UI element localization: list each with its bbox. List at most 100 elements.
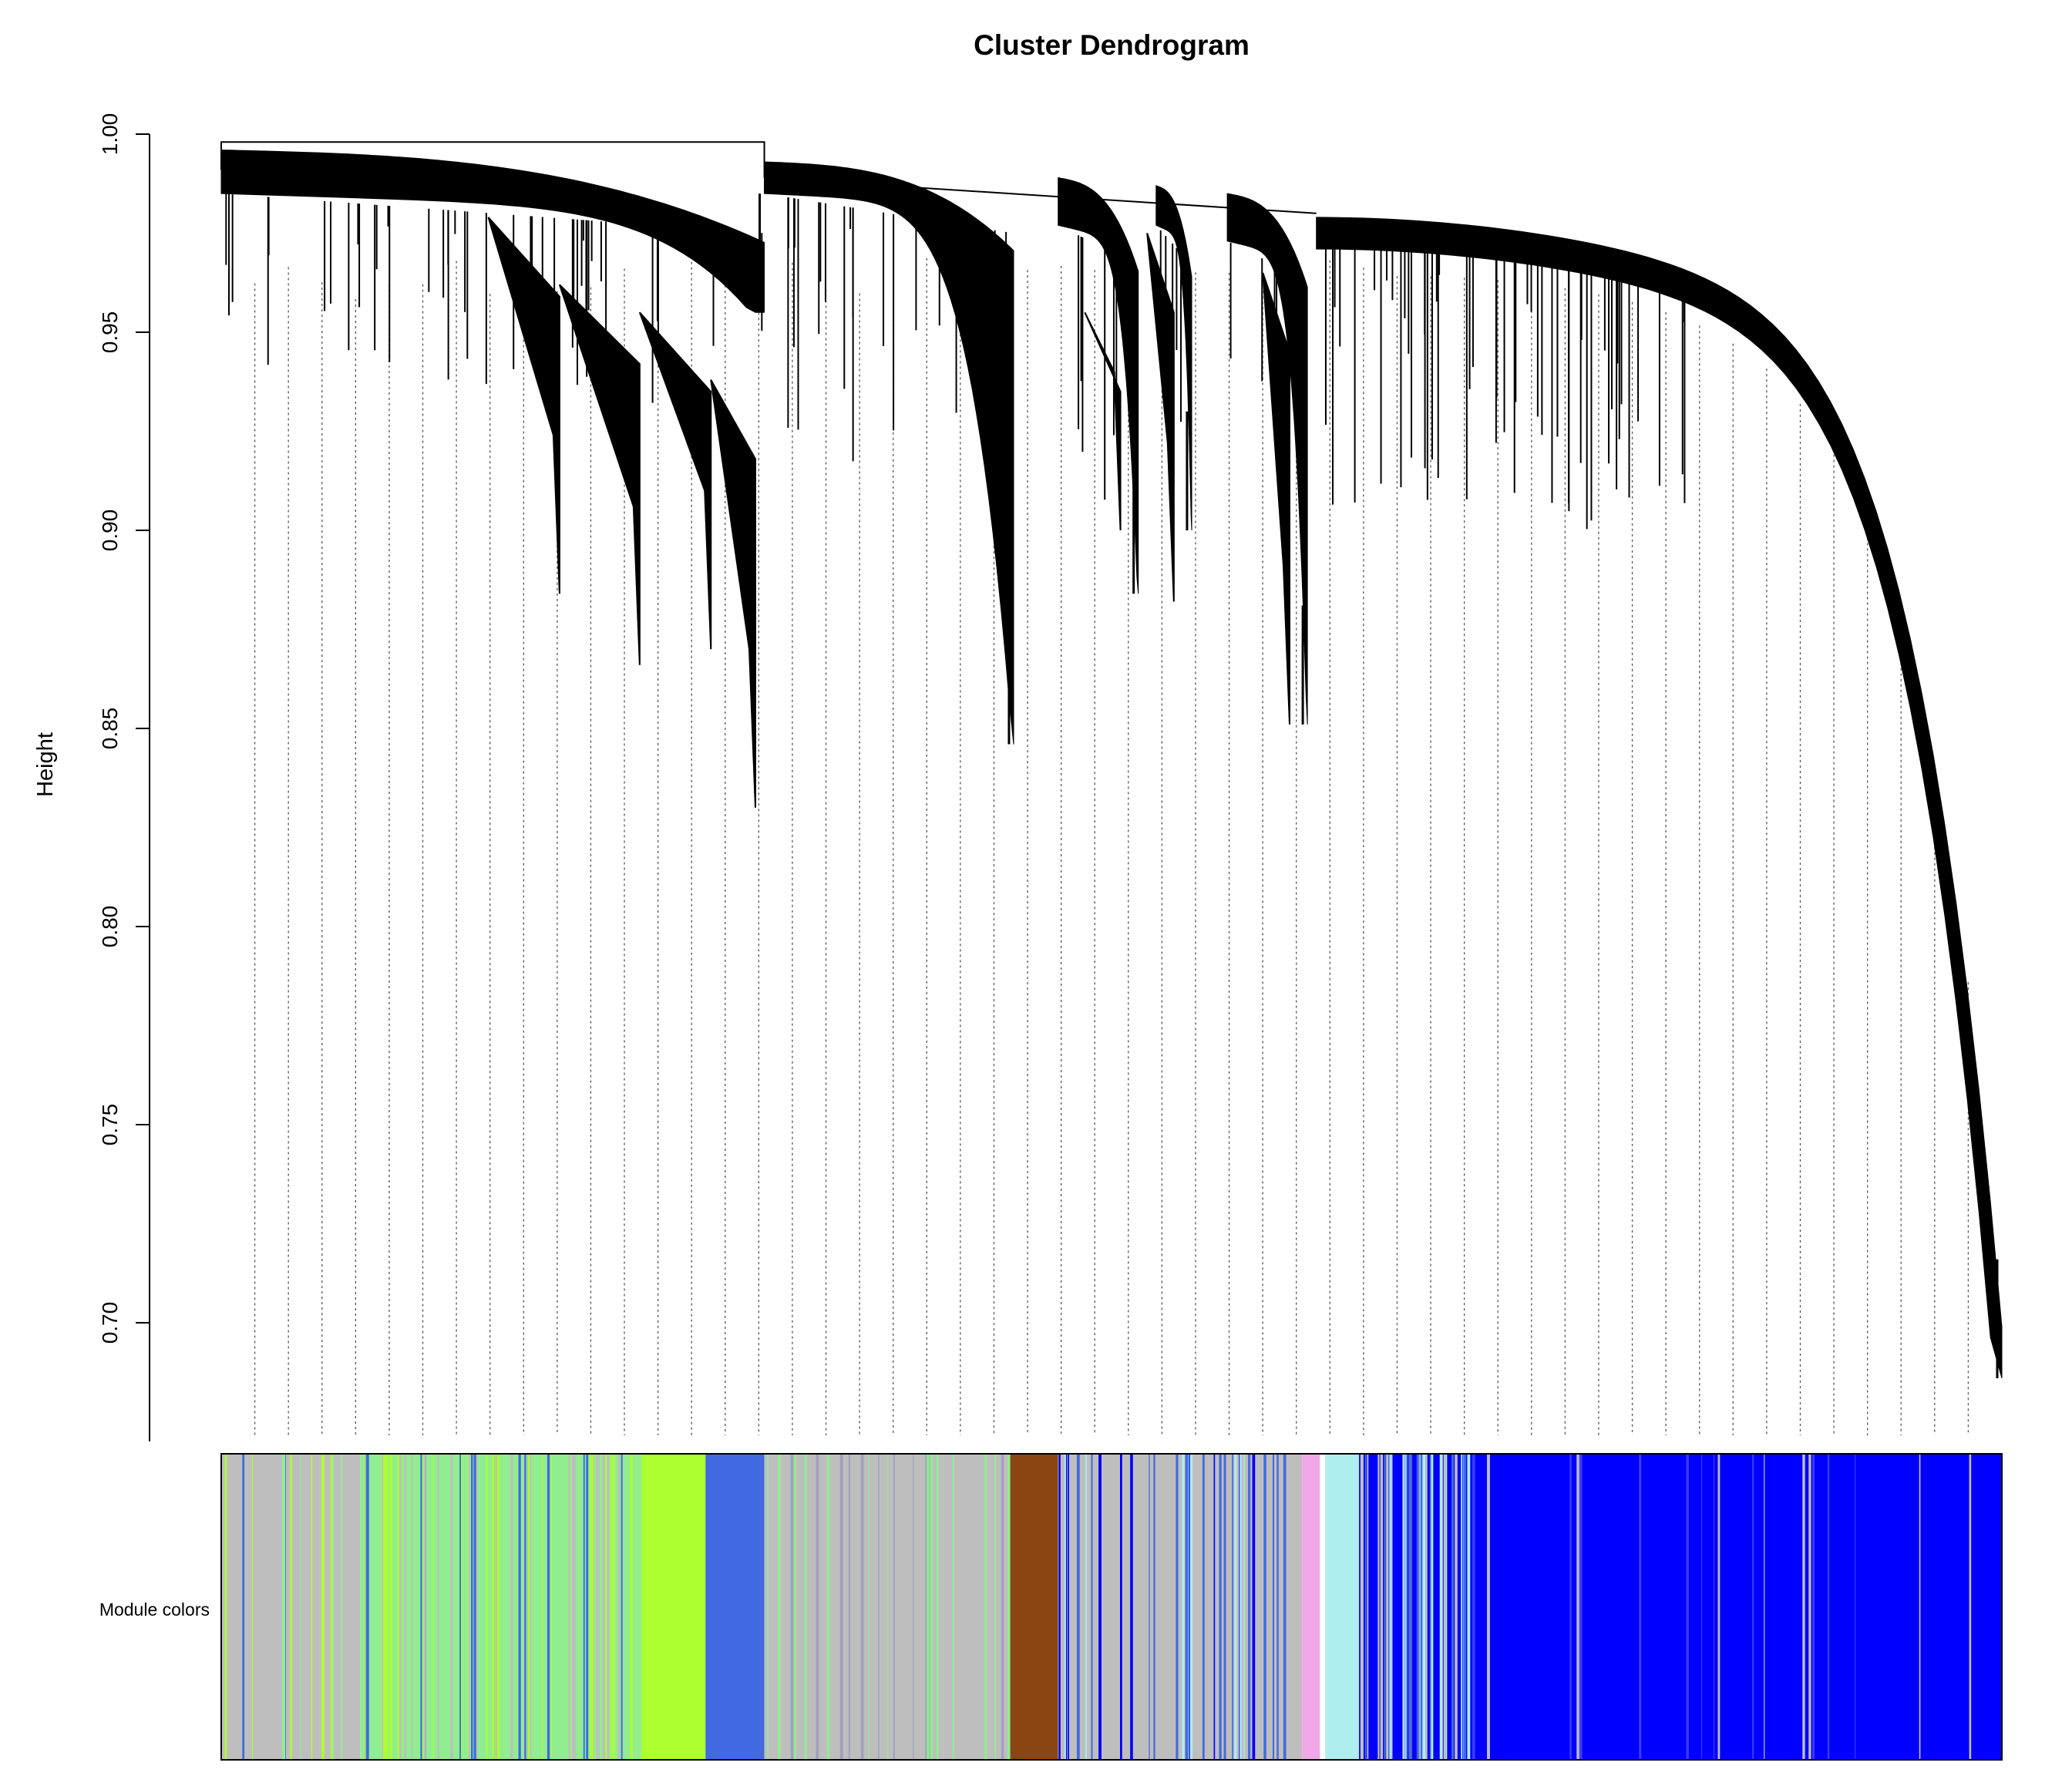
- module-stripe: [1185, 1454, 1189, 1760]
- sub-branch: [558, 284, 641, 665]
- module-stripe: [1240, 1454, 1242, 1760]
- module-stripe: [282, 1454, 286, 1760]
- module-stripe: [1451, 1454, 1455, 1760]
- module-stripe: [365, 1454, 366, 1760]
- module-stripe: [432, 1454, 434, 1760]
- module-stripe: [461, 1454, 462, 1760]
- module-stripe: [1389, 1454, 1391, 1760]
- module-stripe: [1461, 1454, 1463, 1760]
- module-stripe: [518, 1454, 521, 1760]
- module-stripe: [1409, 1454, 1411, 1760]
- module-blue: [1359, 1454, 2002, 1760]
- module-saddlebrown: [1010, 1454, 1058, 1760]
- module-stripe: [1808, 1454, 1811, 1760]
- module-stripe: [1422, 1454, 1425, 1760]
- module-stripe: [341, 1454, 343, 1760]
- module-stripe: [1098, 1454, 1102, 1760]
- module-stripe: [574, 1454, 577, 1760]
- module-stripe: [420, 1454, 422, 1760]
- module-stripe: [495, 1454, 499, 1760]
- branch-mass: [220, 150, 765, 313]
- module-stripe: [893, 1454, 895, 1760]
- module-stripe: [524, 1454, 526, 1760]
- module-stripe: [1402, 1454, 1404, 1760]
- module-stripe: [331, 1454, 335, 1760]
- module-stripe: [1058, 1454, 1061, 1760]
- module-stripe: [398, 1454, 402, 1760]
- branch-mass: [1226, 193, 1308, 725]
- module-stripe: [1076, 1454, 1078, 1760]
- module-stripe: [1472, 1454, 1475, 1760]
- module-stripe: [1686, 1454, 1689, 1760]
- module-stripe: [1232, 1454, 1233, 1760]
- module-stripe: [1429, 1454, 1431, 1760]
- module-stripe: [1367, 1454, 1369, 1760]
- module-stripe: [779, 1454, 782, 1760]
- module-color-bar: [220, 1453, 2003, 1761]
- module-stripe: [1272, 1454, 1274, 1760]
- module-stripe: [1153, 1454, 1155, 1760]
- module-stripe: [496, 1454, 500, 1760]
- module-stripe: [290, 1454, 292, 1760]
- module-stripe: [612, 1454, 615, 1760]
- module-stripe: [473, 1454, 477, 1760]
- module-stripe: [1576, 1454, 1579, 1760]
- module-stripe: [568, 1454, 571, 1760]
- module-stripe: [389, 1454, 392, 1760]
- module-stripe: [607, 1454, 610, 1760]
- sub-branch: [487, 217, 560, 594]
- module-stripe: [1487, 1454, 1490, 1760]
- module-stripe: [529, 1454, 532, 1760]
- module-stripe: [422, 1454, 425, 1760]
- module-stripe: [621, 1454, 623, 1760]
- module-stripe: [468, 1454, 470, 1760]
- module-stripe: [925, 1454, 927, 1760]
- module-stripe: [1248, 1454, 1251, 1760]
- module-stripe: [1243, 1454, 1245, 1760]
- module-stripe: [486, 1454, 488, 1760]
- module-stripe: [984, 1454, 986, 1760]
- module-stripe: [1402, 1454, 1405, 1760]
- module-stripe: [321, 1454, 325, 1760]
- module-stripe: [984, 1454, 987, 1760]
- module-stripe: [411, 1454, 413, 1760]
- y-tick-label: 1.00: [98, 113, 122, 156]
- module-stripe: [848, 1454, 850, 1760]
- module-colors-label: Module colors: [99, 1599, 210, 1620]
- module-stripe: [300, 1454, 301, 1760]
- module-stripe: [1361, 1454, 1364, 1760]
- module-stripe: [816, 1454, 819, 1760]
- module-stripe: [1391, 1454, 1392, 1760]
- sub-branch: [1084, 311, 1122, 531]
- module-stripe: [1065, 1454, 1068, 1760]
- module-stripe: [617, 1454, 621, 1760]
- module-stripe: [1406, 1454, 1408, 1760]
- y-tick-label: 0.85: [98, 708, 122, 750]
- module-stripe: [450, 1454, 453, 1760]
- module-stripe: [1969, 1454, 1972, 1760]
- module-stripe: [994, 1454, 997, 1760]
- sub-branch: [710, 379, 756, 808]
- module-stripe: [1001, 1454, 1004, 1760]
- module-stripe: [1639, 1454, 1642, 1760]
- module-stripe: [596, 1454, 599, 1760]
- module-stripe: [224, 1454, 227, 1760]
- module-stripe: [1176, 1454, 1179, 1760]
- leaf-guide-lines: [254, 257, 1969, 1435]
- y-axis-label: Height: [33, 732, 58, 797]
- module-stripe: [572, 1454, 575, 1760]
- module-stripe: [942, 1454, 944, 1760]
- module-stripe: [1007, 1454, 1011, 1760]
- module-stripe: [242, 1454, 245, 1760]
- module-stripe: [868, 1454, 870, 1760]
- module-plum: [1302, 1454, 1320, 1760]
- module-stripe: [551, 1454, 553, 1760]
- y-tick-label: 0.90: [98, 510, 122, 552]
- module-stripe: [1130, 1454, 1133, 1760]
- module-stripe: [423, 1454, 426, 1760]
- module-stripe: [492, 1454, 495, 1760]
- module-royalblue: [705, 1454, 765, 1760]
- module-stripe: [311, 1454, 313, 1760]
- module-stripe: [1386, 1454, 1389, 1760]
- branch-mass: [764, 161, 1014, 745]
